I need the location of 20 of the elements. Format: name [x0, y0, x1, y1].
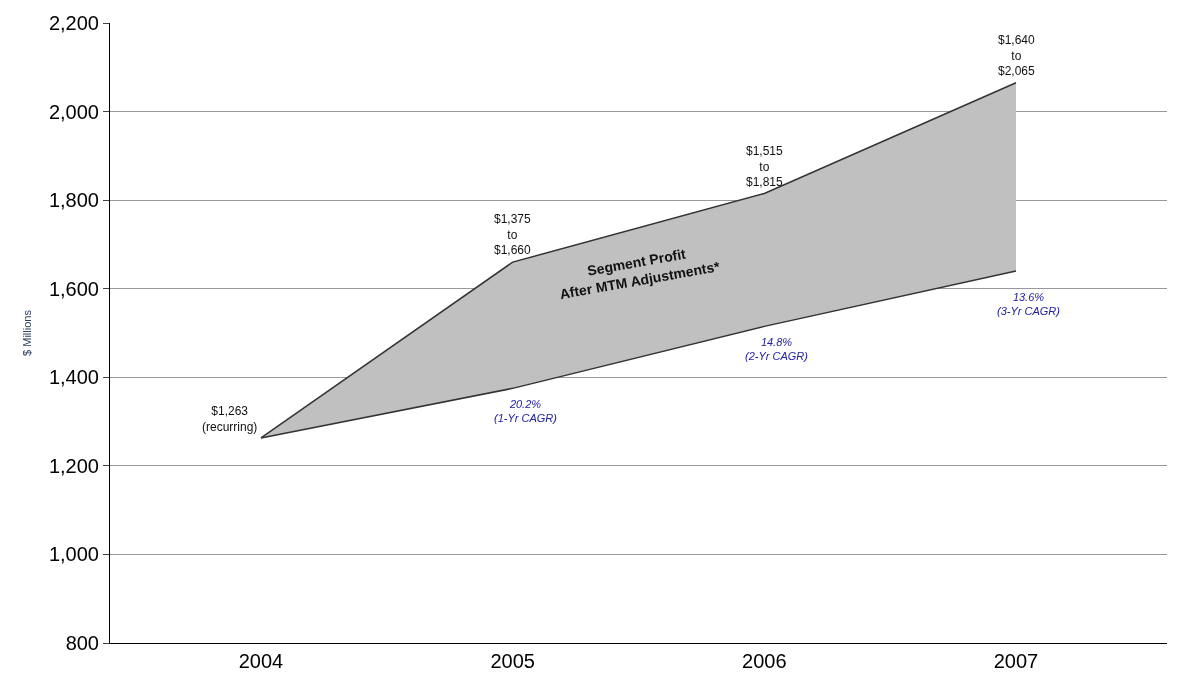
y-tick-label: 1,800	[48, 189, 99, 212]
annotation: 14.8% (2-Yr CAGR)	[745, 336, 809, 363]
y-tick-label: 800	[65, 632, 99, 654]
y-tick-label: 2,000	[48, 100, 99, 123]
annotation: 13.6% (3-Yr CAGR)	[997, 291, 1061, 318]
y-tick-label: 1,600	[48, 277, 99, 300]
annotation: 20.2% (1-Yr CAGR)	[494, 398, 558, 425]
annotation: $1,515 to $1,815	[746, 144, 784, 190]
x-tick-label: 2006	[742, 650, 787, 672]
annotation: $1,640 to $2,065	[998, 33, 1036, 79]
y-tick-label: 1,400	[48, 366, 99, 389]
x-tick-label: 2007	[993, 650, 1039, 672]
y-tick-label: 1,000	[48, 543, 99, 566]
y-tick-label: 2,200	[48, 12, 99, 34]
x-tick-label: 2004	[238, 650, 284, 672]
x-tick-label: 2005	[490, 650, 535, 672]
y-axis-title: $ Millions	[20, 309, 33, 356]
y-tick-label: 1,200	[48, 454, 99, 477]
annotation: $1,375 to $1,660	[494, 212, 532, 258]
annotation: $1,263 (recurring)	[202, 404, 258, 434]
